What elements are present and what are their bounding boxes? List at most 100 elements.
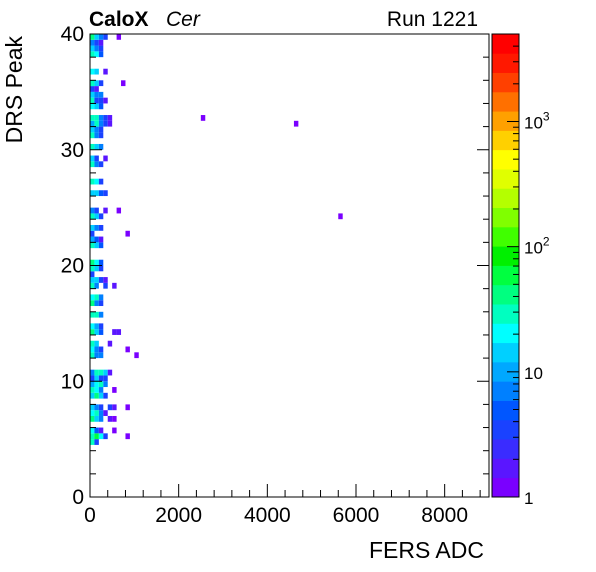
heatmap-cell xyxy=(338,213,343,220)
heatmap-cell xyxy=(94,294,99,301)
heatmap-cell xyxy=(98,300,104,307)
heatmap-cell xyxy=(94,346,99,353)
heatmap-cell xyxy=(121,80,126,87)
heatmap-cell xyxy=(98,45,104,52)
colorbar-segment xyxy=(492,149,519,170)
heatmap-cell xyxy=(90,387,95,393)
heatmap-cell xyxy=(90,271,95,278)
heatmap-cell xyxy=(116,207,122,214)
heatmap-cell xyxy=(98,236,104,243)
heatmap-cell xyxy=(103,282,108,289)
heatmap-cell xyxy=(90,80,95,87)
heatmap-cell xyxy=(94,236,99,243)
heatmap-cell xyxy=(98,265,104,272)
heatmap-cell xyxy=(90,415,95,422)
heatmap-cell xyxy=(90,68,95,75)
heatmap-cell xyxy=(98,433,104,440)
colorbar-segment xyxy=(492,91,519,112)
heatmap-cell xyxy=(90,236,95,243)
heatmap-cell xyxy=(90,404,95,411)
colorbar-segment xyxy=(492,419,519,440)
heatmap-cell xyxy=(90,224,95,231)
heatmap-cell xyxy=(98,392,104,399)
heatmap-cell xyxy=(98,410,104,416)
heatmap-cell xyxy=(94,311,99,318)
heatmap-cell xyxy=(94,375,99,382)
heatmap-cell xyxy=(90,230,95,237)
heatmap-cell xyxy=(107,340,113,347)
heatmap-cell xyxy=(94,427,99,434)
heatmap-cell xyxy=(116,329,122,335)
heatmap-cell xyxy=(90,369,95,376)
heatmap-cell xyxy=(90,120,95,127)
heatmap-cell xyxy=(107,415,113,422)
heatmap-cell xyxy=(90,346,95,353)
run-label: Run 1221 xyxy=(387,8,478,31)
heatmap-cell xyxy=(103,433,108,440)
y-tick-label: 40 xyxy=(61,23,84,46)
heatmap-cell xyxy=(98,161,104,168)
heatmap-cell xyxy=(112,329,117,335)
x-tick-label: 4000 xyxy=(244,504,291,527)
heatmap-cell xyxy=(98,259,104,266)
heatmap-cell xyxy=(98,329,104,335)
heatmap-cell xyxy=(103,190,108,197)
heatmap-cell xyxy=(94,207,99,214)
colorbar-segment xyxy=(492,130,519,151)
heatmap-cell xyxy=(94,340,99,347)
heatmap-cell xyxy=(98,91,104,98)
heatmap-cell xyxy=(90,190,95,197)
heatmap-cell xyxy=(94,277,99,283)
colorbar-segment xyxy=(492,188,519,209)
heatmap-cell xyxy=(94,115,99,121)
heatmap-cell xyxy=(94,352,99,359)
plot-axes: 0 2000 4000 6000 8000 0 10 20 30 40 xyxy=(61,23,490,527)
colorbar-segment xyxy=(492,400,519,421)
colorbar-segment xyxy=(492,53,519,73)
heatmap-cell xyxy=(90,86,95,92)
heatmap-cell xyxy=(116,34,122,40)
heatmap-cell xyxy=(90,213,95,220)
colorbar-tick-label: 103 xyxy=(524,109,550,132)
heatmap-cell xyxy=(112,427,117,434)
heatmap-cell xyxy=(134,352,139,359)
heatmap-cell xyxy=(98,277,104,283)
colorbar-segment xyxy=(492,304,519,324)
heatmap-cell xyxy=(98,120,104,127)
heatmap-cell xyxy=(94,265,99,272)
heatmap-cell xyxy=(98,346,104,353)
heatmap-cell xyxy=(98,352,104,359)
heatmap-cell xyxy=(94,155,99,162)
heatmap-cell xyxy=(90,329,95,335)
heatmap-cell xyxy=(125,404,130,411)
experiment-label: CaloX xyxy=(89,8,149,31)
y-tick-label: 0 xyxy=(72,486,84,509)
heatmap-cell xyxy=(90,39,95,46)
colorbar-segment xyxy=(492,284,519,305)
heatmap-cell xyxy=(90,282,95,289)
x-axis-title: FERS ADC xyxy=(369,537,484,563)
y-tick-label: 10 xyxy=(61,370,84,393)
colorbar-tick-label: 102 xyxy=(524,235,550,258)
heatmap-cell xyxy=(98,115,104,121)
heatmap-cell xyxy=(103,207,108,214)
colorbar-segment xyxy=(492,323,519,344)
heatmap-cells xyxy=(90,34,343,445)
heatmap-cell xyxy=(90,34,95,40)
heatmap-cell xyxy=(90,259,95,266)
heatmap-cell xyxy=(94,120,99,127)
heatmap-cell xyxy=(103,120,108,127)
heatmap-cell xyxy=(90,132,95,139)
heatmap-cell xyxy=(98,103,104,110)
heatmap-cell xyxy=(94,68,99,75)
colorbar-tick-label: 10 xyxy=(524,364,543,383)
heatmap-cell xyxy=(90,323,95,330)
y-tick-label: 20 xyxy=(61,255,84,278)
heatmap-cell xyxy=(90,91,95,98)
heatmap-cell xyxy=(90,340,95,347)
heatmap-cell xyxy=(90,265,95,272)
colorbar-segment xyxy=(492,342,519,363)
heatmap-cell xyxy=(90,427,95,434)
colorbar-segment xyxy=(492,265,519,286)
heatmap-cell xyxy=(94,34,99,40)
